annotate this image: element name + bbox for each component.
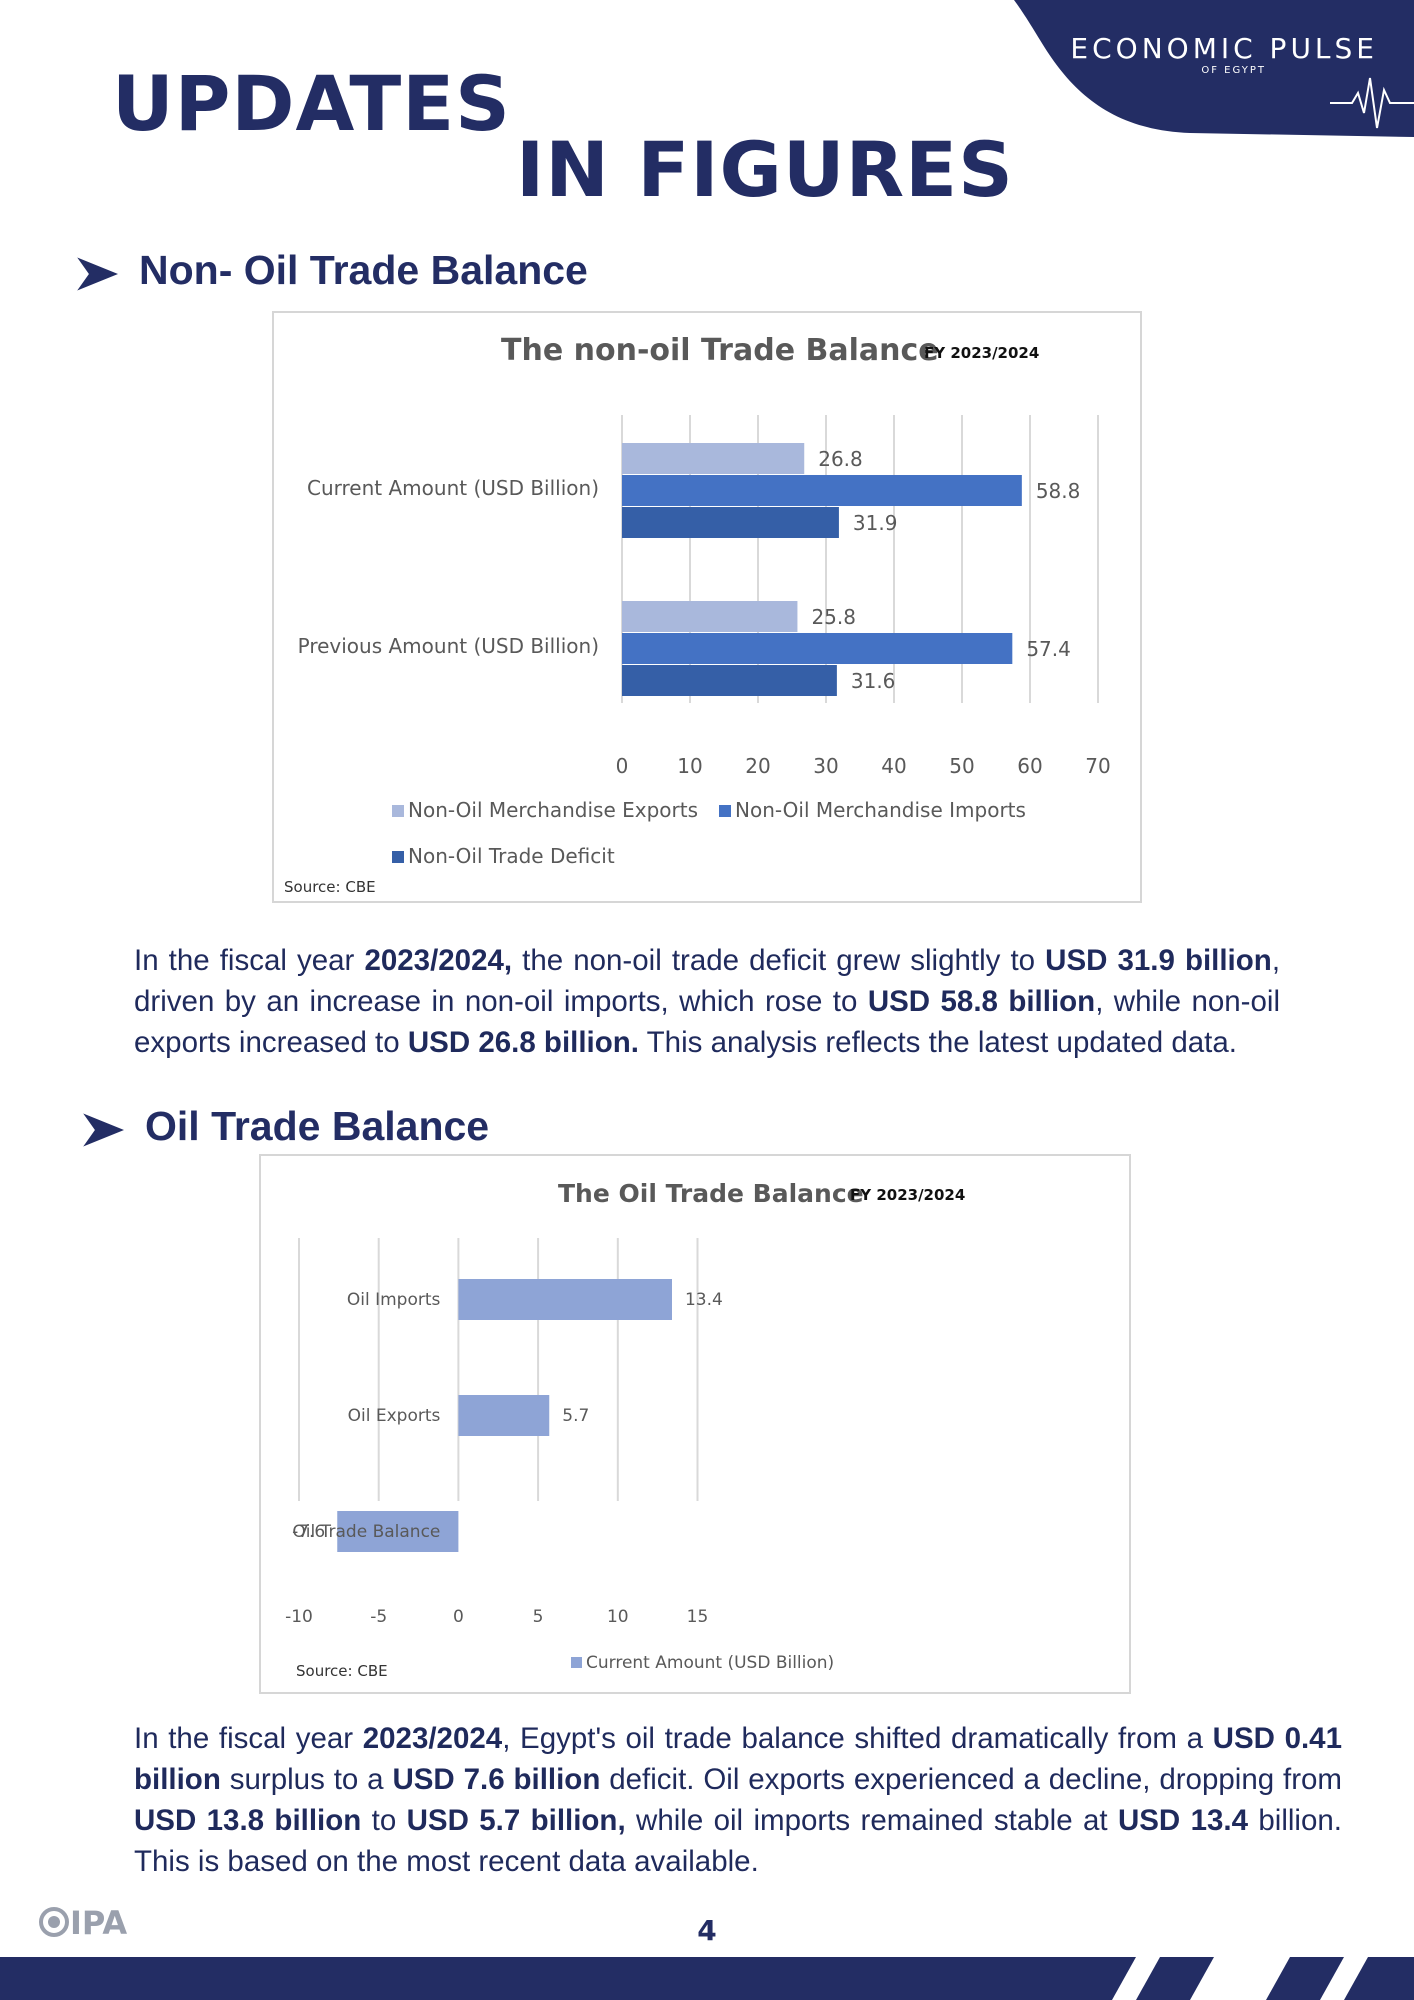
bar [622,443,805,474]
chart-source: Source: CBE [296,1662,388,1680]
category-label: Previous Amount (USD Billion) [298,634,599,658]
page-number: 4 [697,1914,717,1947]
text-run: 2023/2024 [362,1722,503,1755]
text-run: the non-oil trade deficit grew slightly … [512,944,1046,977]
legend-swatch [719,805,731,817]
bar [622,507,839,538]
text-run: deficit. Oil exports experienced a decli… [600,1763,1343,1796]
data-label: -7.6 [292,1522,325,1542]
section-arrow-icon [75,256,118,292]
text-run: USD 31.9 billion [1045,944,1272,977]
x-tick-label: 0 [616,754,629,778]
legend-swatch [392,851,404,863]
x-tick-label: -10 [285,1607,313,1627]
oil-trade-chart: The Oil Trade Balance FY 2023/2024 -10 -5 0 5… [259,1154,1131,1694]
page-title-line-2: IN FIGURES [516,125,1014,214]
chart-source: Source: CBE [284,878,376,896]
data-label: 31.6 [851,669,896,693]
non-oil-trade-chart: The non-oil Trade Balance FY 2023/2024 0 10… [272,311,1142,903]
header-badge [1014,0,1414,137]
section-arrow-icon [81,1112,124,1148]
category-label: Oil Trade Balance [292,1522,440,1542]
chart-title: The non-oil Trade Balance [501,333,939,368]
category-label: Oil Exports [348,1406,441,1426]
data-label: 5.7 [562,1406,589,1426]
text-run: to [361,1804,407,1837]
page-title-line-1: UPDATES [112,59,511,148]
footer-stripe [1112,1957,1160,2000]
text-run: , driven by an increase in non-oil impor… [134,944,1281,1018]
legend-swatch [571,1657,582,1668]
data-label: 13.4 [685,1290,723,1310]
data-label: 25.8 [811,605,856,629]
x-tick-label: -5 [370,1607,387,1627]
bar [622,665,837,696]
footer-bar [0,1957,1414,2000]
text-run: In the fiscal year [134,944,365,977]
text-run: USD 26.8 billion. [407,1026,639,1059]
text-run: , Egypt's oil trade balance shifted dram… [502,1722,1213,1755]
x-tick-label: 20 [745,754,770,778]
category-label: Current Amount (USD Billion) [307,476,599,500]
data-label: 57.4 [1026,637,1071,661]
data-label: 31.9 [853,511,898,535]
x-tick-label: 10 [677,754,702,778]
non-oil-analysis-paragraph: In the fiscal year 2023/2024, the non-oi… [134,940,1280,1063]
chart-subtitle: FY 2023/2024 [924,344,1039,362]
category-label: Oil Imports [347,1290,441,1310]
bar [337,1511,459,1552]
text-run: This analysis reflects the latest update… [638,1026,1237,1059]
legend-swatch [392,805,404,817]
text-run: USD 58.8 billion [867,985,1096,1018]
bar [622,633,1013,664]
footer-stripe [1190,1957,1290,2000]
legend-entry: Non-Oil Merchandise Exports [408,798,698,822]
section-heading-oil: Oil Trade Balance [145,1103,490,1149]
brand-subtitle: OF EGYPT [1201,65,1266,76]
text-run: USD 5.7 billion, [406,1804,626,1837]
text-run: USD 7.6 billion [392,1763,601,1796]
chart-title: The Oil Trade Balance [558,1179,864,1208]
legend-entry: Non-Oil Trade Deficit [408,844,615,868]
chart-subtitle: FY 2023/2024 [850,1186,965,1204]
x-tick-label: 5 [533,1607,544,1627]
section-heading-non-oil: Non- Oil Trade Balance [139,247,588,293]
x-tick-label: 15 [687,1607,709,1627]
data-label: 26.8 [818,447,863,471]
bar [622,601,798,632]
x-tick-label: 0 [453,1607,464,1627]
data-label: 58.8 [1036,479,1081,503]
bar [458,1395,550,1436]
pulse-line-icon [1330,77,1414,129]
ipa-logo-text: IPA [70,1904,127,1942]
x-tick-label: 30 [813,754,838,778]
text-run: surplus to a [220,1763,393,1796]
footer-stripe [1320,1957,1368,2000]
text-run: , while non-oil exports increased to [134,985,1280,1059]
x-tick-label: 40 [881,754,906,778]
text-run: billion. This is based on the most recen… [134,1804,1342,1878]
legend-entry: Non-Oil Merchandise Imports [735,798,1026,822]
header-badge-shape [1014,0,1414,137]
legend-entry: Current Amount (USD Billion) [586,1653,834,1673]
x-tick-label: 60 [1017,754,1042,778]
bar [458,1279,672,1320]
bar [622,475,1022,506]
oil-analysis-paragraph: In the fiscal year 2023/2024, Egypt's oi… [134,1718,1342,1882]
text-run: 2023/2024, [364,944,513,977]
x-tick-label: 50 [949,754,974,778]
text-run: USD 13.4 [1117,1804,1248,1837]
x-tick-label: 10 [607,1607,629,1627]
text-run: USD 13.8 billion [134,1804,362,1837]
x-tick-label: 70 [1085,754,1110,778]
text-run: while oil imports remained stable at [625,1804,1118,1837]
ipa-logo: IPA [39,1904,127,1942]
text-run: USD 0.41 billion [134,1722,1342,1796]
brand-name: ECONOMIC PULSE [1070,32,1378,65]
text-run: In the fiscal year [134,1722,363,1755]
